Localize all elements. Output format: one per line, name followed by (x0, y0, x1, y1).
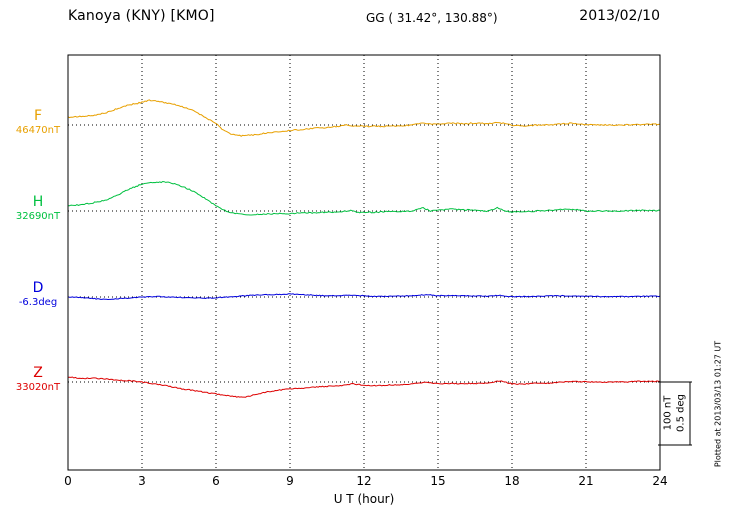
x-tick-label-6: 6 (212, 474, 220, 488)
x-tick-label-9: 9 (286, 474, 294, 488)
x-axis-title: U T (hour) (333, 492, 395, 506)
channel-label-Z: Z 33020nT (10, 366, 66, 394)
geographic-coords: GG ( 31.42°, 130.88°) (366, 11, 498, 25)
x-tick-label-18: 18 (504, 474, 520, 488)
channel-label-H: H 32690nT (10, 195, 66, 223)
x-tick-label-0: 0 (64, 474, 72, 488)
trace-F (67, 99, 661, 137)
channel-baseline-H: 32690nT (15, 211, 61, 222)
channel-label-F: F 46470nT (10, 109, 66, 137)
channel-baseline-Z: 33020nT (15, 382, 61, 393)
channel-label-D: D -6.3deg (10, 281, 66, 309)
plotted-at-note: Plotted at 2013/03/13 01:27 UT (713, 340, 723, 468)
date-label: 2013/02/10 (579, 8, 660, 24)
channel-letter-H: H (32, 194, 44, 210)
station-title: Kanoya (KNY) [KMO] (68, 8, 215, 24)
channel-letter-D: D (32, 280, 44, 296)
x-tick-label-21: 21 (578, 474, 594, 488)
channel-letter-F: F (33, 108, 43, 124)
plot-border (67, 54, 661, 471)
scale-label-deg: 0.5 deg (675, 394, 687, 432)
trace-Z (68, 376, 661, 398)
scale-label-nt: 100 nT (662, 395, 674, 431)
x-tick-label-3: 3 (138, 474, 146, 488)
channel-baseline-D: -6.3deg (18, 297, 58, 308)
trace-H (67, 180, 661, 216)
x-tick-label-15: 15 (430, 474, 446, 488)
trace-D (67, 293, 661, 301)
x-tick-label-12: 12 (356, 474, 372, 488)
x-tick-label-24: 24 (652, 474, 668, 488)
channel-baseline-F: 46470nT (15, 125, 61, 136)
channel-letter-Z: Z (33, 365, 43, 381)
